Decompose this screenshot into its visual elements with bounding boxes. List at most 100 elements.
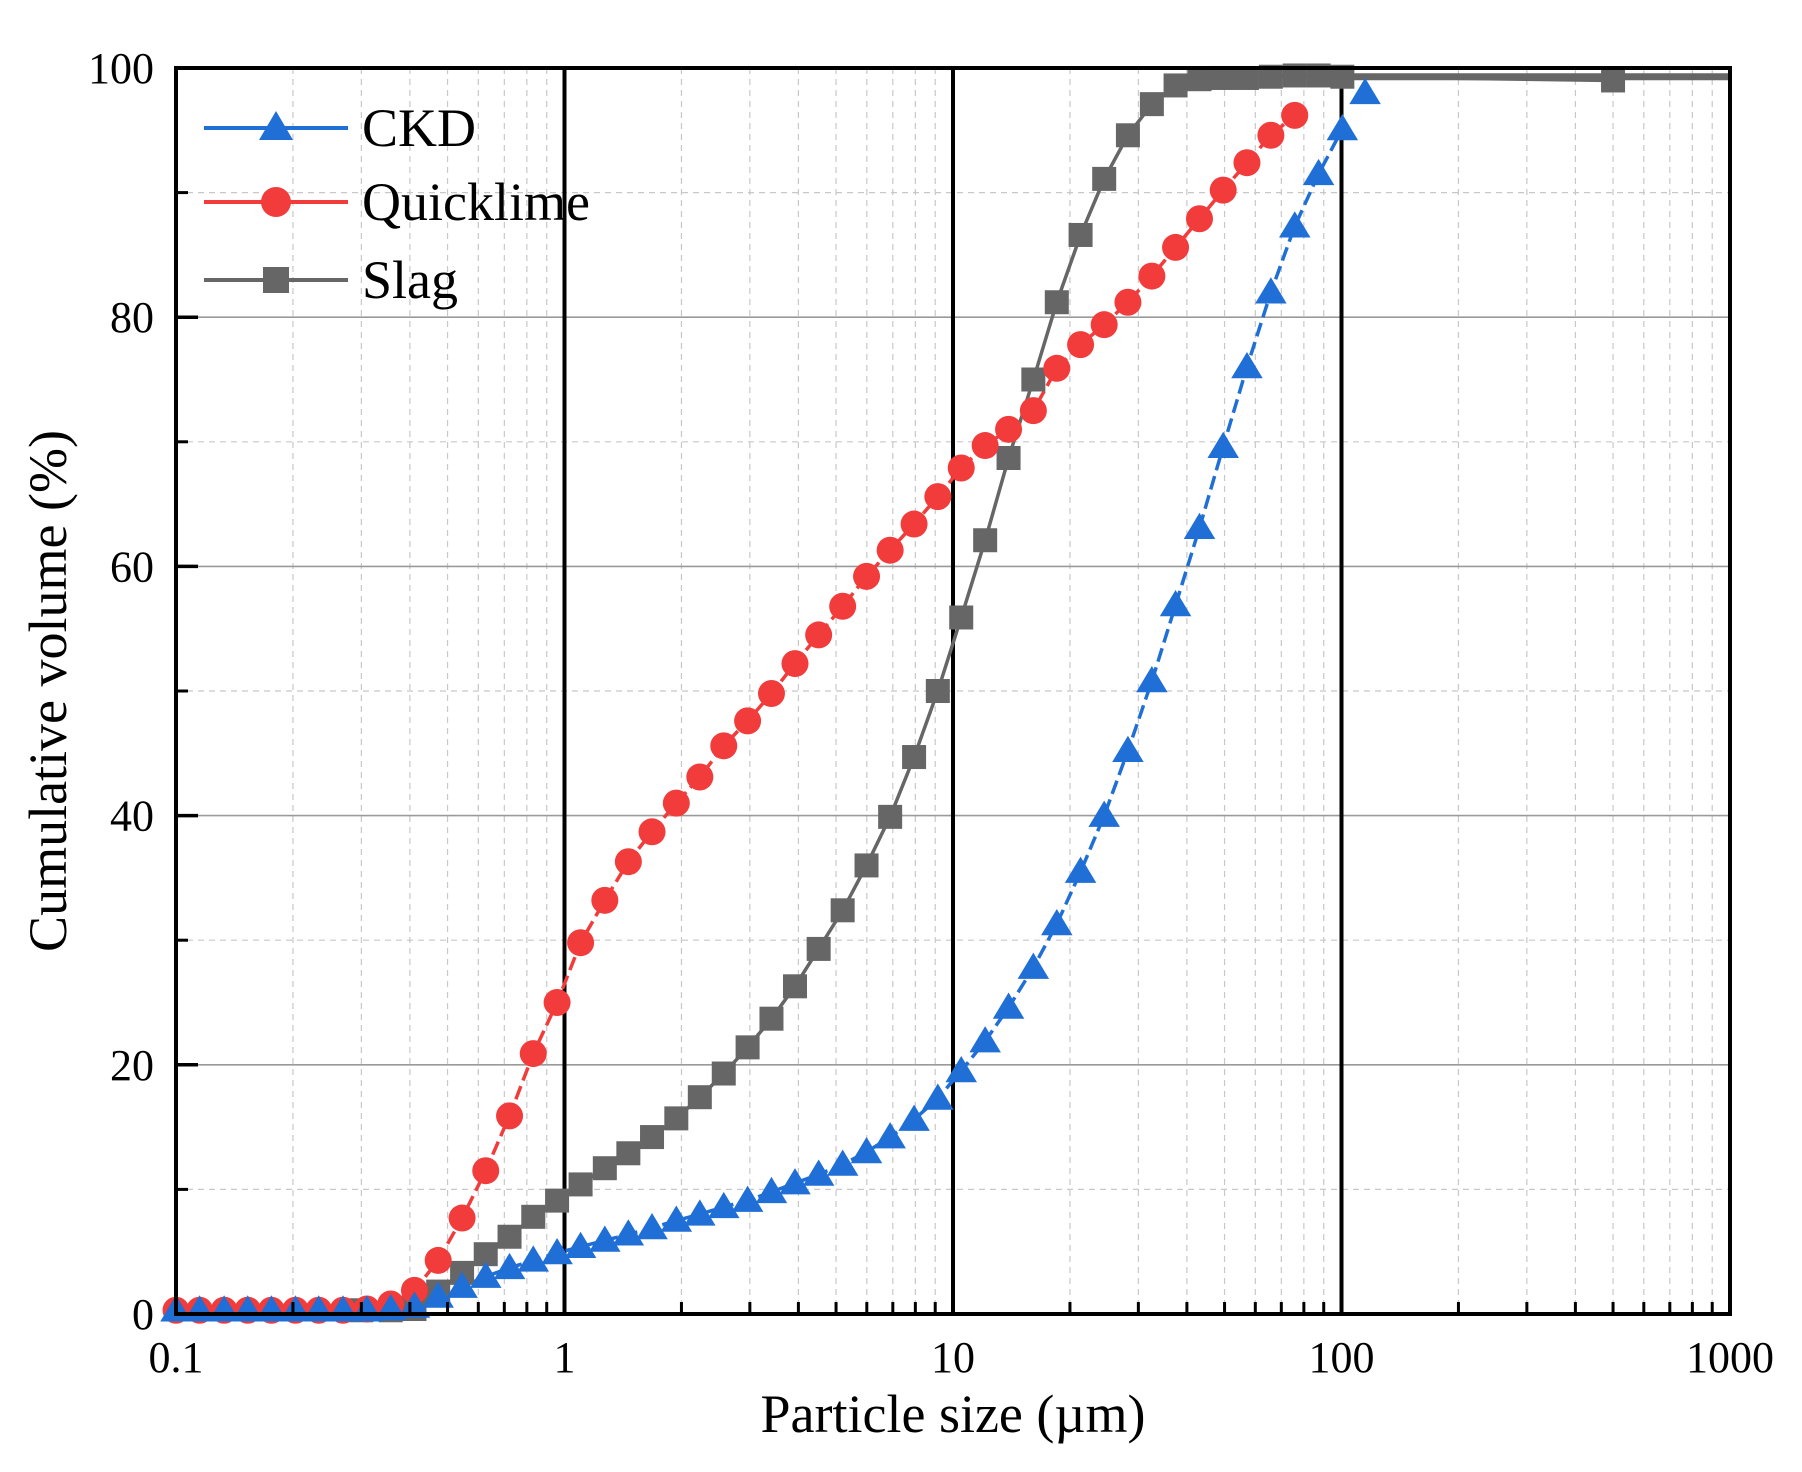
ckd-point — [708, 1191, 740, 1219]
quicklime-point — [1257, 121, 1285, 149]
slag-point — [1044, 290, 1069, 315]
quicklime-point — [591, 886, 619, 914]
quicklime-point — [995, 415, 1023, 443]
quicklime-point — [1090, 311, 1118, 339]
quicklime-point — [1019, 397, 1047, 425]
ckd-point — [922, 1083, 954, 1110]
quicklime-point — [614, 848, 642, 876]
tick-labels: 0.1 1 10 100 1000 0 20 40 60 80 100 — [88, 44, 1774, 1382]
ckd-point — [1136, 666, 1168, 693]
ckd-point — [660, 1205, 693, 1232]
slag-point — [973, 528, 998, 553]
legend-label-slag: Slag — [362, 250, 458, 310]
quicklime-point — [924, 483, 952, 511]
ckd-point — [398, 1291, 431, 1318]
quicklime-point — [853, 562, 881, 590]
x-axis-title: Particle size (µm) — [761, 1384, 1146, 1444]
ckd-point — [1017, 952, 1050, 979]
quicklime-point — [400, 1276, 428, 1304]
legend-label-ckd: CKD — [362, 98, 476, 158]
ckd-point — [517, 1245, 550, 1272]
slag-point — [640, 1125, 665, 1150]
slag-point — [854, 853, 879, 878]
ckd-point — [1064, 856, 1097, 883]
ckd-point — [493, 1252, 526, 1280]
legend-marker-slag — [263, 267, 289, 293]
y-tick-label: 0 — [132, 1290, 154, 1339]
ckd-point — [779, 1168, 811, 1195]
quicklime-point — [1114, 288, 1142, 316]
legend-marker-quicklime — [261, 187, 291, 217]
ckd-point — [755, 1176, 788, 1204]
ckd-point — [422, 1281, 454, 1308]
legend: CKD Quicklime Slag — [204, 98, 590, 310]
y-tick-label: 40 — [110, 792, 154, 841]
ckd-point — [945, 1056, 977, 1083]
ckd-point — [850, 1137, 883, 1164]
ckd-point — [898, 1104, 930, 1131]
ckd-point — [564, 1231, 597, 1258]
quicklime-point — [710, 732, 738, 760]
ckd-point — [1279, 211, 1311, 238]
slag-point — [782, 974, 807, 999]
quicklime-point — [424, 1246, 452, 1274]
quicklime-point — [1067, 331, 1095, 359]
slag-point — [568, 1172, 593, 1197]
axis-ticks — [174, 66, 1732, 1316]
y-tick-label: 60 — [110, 542, 154, 591]
slag-point — [878, 804, 903, 829]
quicklime-point — [472, 1157, 500, 1185]
ckd-point — [802, 1159, 835, 1186]
ckd-point — [469, 1261, 502, 1288]
slag-point — [521, 1204, 546, 1229]
slag-point — [687, 1085, 712, 1110]
slag-point — [711, 1061, 736, 1086]
x-tick-label: 10 — [931, 1333, 975, 1382]
quicklime-point — [1043, 354, 1071, 382]
quicklime-point — [805, 621, 833, 649]
quicklime-point — [757, 679, 785, 707]
ckd-point — [969, 1026, 1001, 1053]
slag-point — [735, 1035, 760, 1060]
ckd-point — [636, 1213, 668, 1240]
y-tick-label: 80 — [110, 293, 154, 342]
quicklime-point — [1185, 205, 1213, 233]
quicklime-point — [1281, 101, 1309, 129]
slag-point — [949, 605, 974, 630]
quicklime-point — [734, 707, 762, 735]
y-tick-label: 100 — [88, 44, 154, 93]
ckd-point — [1207, 431, 1239, 459]
slag-point — [830, 898, 855, 923]
quicklime-point — [686, 763, 714, 791]
quicklime-point — [496, 1102, 524, 1130]
slag-point — [759, 1006, 784, 1031]
ckd-point — [1159, 590, 1192, 617]
quicklime-point — [567, 929, 595, 957]
slag-point — [1139, 92, 1164, 117]
ckd-point — [684, 1199, 716, 1226]
quicklime-point — [900, 510, 928, 538]
ckd-point — [541, 1237, 573, 1265]
slag-point — [497, 1224, 522, 1249]
ckd-point — [826, 1149, 859, 1176]
slag-point — [545, 1188, 570, 1213]
quicklime-point — [971, 432, 999, 460]
slag-point — [1068, 222, 1093, 247]
quicklime-point — [1138, 262, 1166, 290]
ckd-point — [1112, 735, 1144, 763]
slag-point — [1115, 123, 1140, 148]
ckd-point — [992, 992, 1025, 1019]
ckd-point — [874, 1122, 906, 1149]
quicklime-point — [543, 989, 571, 1016]
slag-point — [925, 679, 950, 703]
slag-point — [1187, 67, 1212, 92]
slag-point — [1021, 367, 1046, 392]
legend-label-quicklime: Quicklime — [362, 172, 590, 232]
slag-point — [806, 936, 831, 961]
ckd-point — [1302, 158, 1335, 186]
ckd-point — [1088, 800, 1120, 827]
slag-point — [664, 1106, 689, 1131]
x-tick-label: 100 — [1309, 1333, 1375, 1382]
